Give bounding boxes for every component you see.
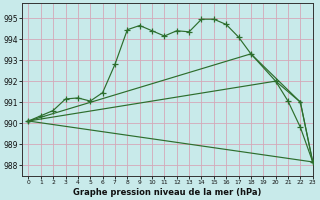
X-axis label: Graphe pression niveau de la mer (hPa): Graphe pression niveau de la mer (hPa) — [73, 188, 262, 197]
